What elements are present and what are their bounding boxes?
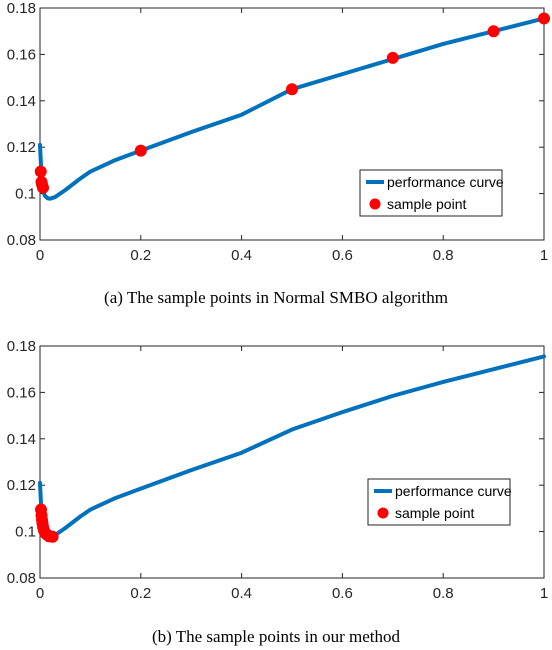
legend-label-points: sample point <box>387 196 466 212</box>
sample-point <box>34 165 47 178</box>
y-tick-label: 0.18 <box>7 338 36 355</box>
x-tick-label: 0.2 <box>130 247 151 264</box>
plot-area <box>39 345 545 579</box>
chart-caption: (a) The sample points in Normal SMBO alg… <box>104 288 448 307</box>
legend: performance curve sample point <box>367 478 512 526</box>
legend-point-swatch <box>369 198 381 210</box>
x-tick-label: 0.8 <box>433 247 454 264</box>
legend-box <box>367 478 511 526</box>
y-tick-label: 0.16 <box>7 46 36 63</box>
chart-caption: (b) The sample points in our method <box>152 627 401 646</box>
y-tick-label: 0.1 <box>15 524 36 541</box>
sample-point <box>286 83 298 96</box>
sample-point <box>134 144 147 157</box>
legend-box <box>359 169 503 217</box>
x-tick-label: 0 <box>36 247 44 264</box>
y-tick-label: 0.1 <box>15 186 36 203</box>
chart-b: 0 0.2 0.4 0.6 0.8 1 0.08 0.1 0.12 0.14 0.16 0.18 per… <box>7 338 548 646</box>
sample-point <box>538 12 550 25</box>
x-tick-label: 0.6 <box>332 247 353 264</box>
x-tick-label: 1 <box>540 247 548 264</box>
y-tick-label: 0.18 <box>7 0 36 17</box>
sample-point <box>46 530 59 543</box>
sample-point <box>37 181 50 194</box>
y-tick-label: 0.08 <box>7 232 36 249</box>
plot-area <box>39 7 545 241</box>
legend: performance curve sample point <box>359 169 504 217</box>
legend-label-points: sample point <box>395 505 474 521</box>
chart-a: 0 0.2 0.4 0.6 0.8 1 0.08 0.1 0.12 0.14 0.16 0.18 per… <box>7 0 550 307</box>
y-tick-label: 0.08 <box>7 570 36 587</box>
x-tick-label: 0.6 <box>332 585 353 602</box>
y-tick-label: 0.14 <box>7 93 36 110</box>
legend-label-curve: performance curve <box>395 483 512 499</box>
x-tick-label: 0 <box>36 585 44 602</box>
x-tick-label: 0.4 <box>231 585 252 602</box>
x-tick-label: 0.4 <box>231 247 252 264</box>
legend-label-curve: performance curve <box>387 174 504 190</box>
x-tick-label: 0.8 <box>433 585 454 602</box>
sample-point <box>386 51 399 64</box>
x-tick-label: 0.2 <box>130 585 151 602</box>
y-tick-label: 0.14 <box>7 431 36 448</box>
y-tick-label: 0.12 <box>7 477 36 494</box>
sample-point <box>487 25 500 38</box>
y-tick-label: 0.16 <box>7 384 36 401</box>
x-tick-label: 1 <box>540 585 548 602</box>
y-tick-label: 0.12 <box>7 139 36 156</box>
legend-point-swatch <box>377 507 389 519</box>
